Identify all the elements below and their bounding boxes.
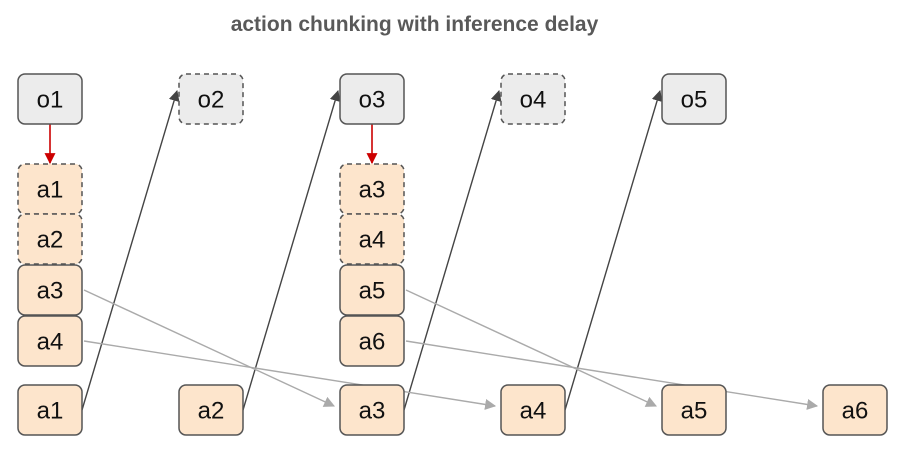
chunk1-action-a3-box xyxy=(17,264,83,316)
executed-action-a4-label: a4 xyxy=(520,398,547,425)
observation-node-o1-box xyxy=(17,73,83,125)
chunk1-action-a4: a4 xyxy=(17,315,83,367)
executed-action-a5: a5 xyxy=(661,384,727,436)
observation-node-o1-label: o1 xyxy=(37,87,64,114)
executed-action-a2-box xyxy=(178,384,244,436)
flow-arrow xyxy=(405,340,819,410)
executed-action-a5-label: a5 xyxy=(681,398,708,425)
chunk1-action-a1-label: a1 xyxy=(37,177,64,204)
observation-node-o3: o3 xyxy=(339,73,405,125)
observation-node-o4-label: o4 xyxy=(520,87,547,114)
executed-action-a2: a2 xyxy=(178,384,244,436)
chunk1-action-a3-label: a3 xyxy=(37,278,64,305)
observation-node-o5: o5 xyxy=(661,73,727,125)
observation-node-o3-label: o3 xyxy=(359,87,386,114)
observation-node-o4-box xyxy=(500,73,566,125)
chunk1-action-a4-label: a4 xyxy=(37,329,64,356)
chunk2-action-a3: a3 xyxy=(339,163,405,215)
executed-action-a6: a6 xyxy=(822,384,888,436)
executed-action-a6-box xyxy=(822,384,888,436)
observation-node-o5-box xyxy=(661,73,727,125)
executed-action-a2-label: a2 xyxy=(198,398,225,425)
observation-node-o1: o1 xyxy=(17,73,83,125)
chunk1-action-a1-box xyxy=(17,163,83,215)
flow-arrow xyxy=(83,289,335,407)
edges-layer xyxy=(44,89,819,411)
chunk1-action-a2: a2 xyxy=(17,213,83,265)
chunk1-action-a2-label: a2 xyxy=(37,227,64,254)
chunk2-action-a5: a5 xyxy=(339,264,405,316)
chunk2-action-a6-box xyxy=(339,315,405,367)
executed-action-a1-box xyxy=(17,384,83,436)
executed-action-a4: a4 xyxy=(500,384,566,436)
executed-action-a5-box xyxy=(661,384,727,436)
chunk1-action-a4-box xyxy=(17,315,83,367)
observation-node-o2-label: o2 xyxy=(198,87,225,114)
executed-action-a4-box xyxy=(500,384,566,436)
executed-action-a6-label: a6 xyxy=(842,398,869,425)
executed-action-a3-box xyxy=(339,384,405,436)
diagram-title: action chunking with inference delay xyxy=(230,13,599,36)
chunk2-action-a5-label: a5 xyxy=(359,278,386,305)
chunk2-action-a4-label: a4 xyxy=(359,227,386,254)
chunk2-action-a6: a6 xyxy=(339,315,405,367)
chunk2-action-a3-box xyxy=(339,163,405,215)
chunk1-action-a3: a3 xyxy=(17,264,83,316)
chunk2-action-a4-box xyxy=(339,213,405,265)
flow-arrow xyxy=(405,289,657,407)
observation-node-o2-box xyxy=(178,73,244,125)
flow-arrow xyxy=(83,340,497,410)
observation-arrow xyxy=(81,89,180,411)
nodes-layer: o1 o2 o3 o4 o5 a1 a2 a3 a4 a3 a4 a5 a6 a1 a2 a3 a4 a5 a6 xyxy=(17,73,888,436)
executed-action-a1-label: a1 xyxy=(37,398,64,425)
chunk2-action-a6-label: a6 xyxy=(359,329,386,356)
executed-action-a3-label: a3 xyxy=(359,398,386,425)
observation-arrow xyxy=(242,89,341,411)
chunk2-action-a4: a4 xyxy=(339,213,405,265)
observation-node-o5-label: o5 xyxy=(681,87,708,114)
chunk2-action-a3-label: a3 xyxy=(359,177,386,204)
executed-action-a3: a3 xyxy=(339,384,405,436)
observation-arrow xyxy=(403,89,502,411)
chunk1-action-a2-box xyxy=(17,213,83,265)
observation-arrow xyxy=(564,89,663,411)
chunk2-action-a5-box xyxy=(339,264,405,316)
observation-node-o3-box xyxy=(339,73,405,125)
executed-action-a1: a1 xyxy=(17,384,83,436)
observation-node-o4: o4 xyxy=(500,73,566,125)
observation-node-o2: o2 xyxy=(178,73,244,125)
chunk1-action-a1: a1 xyxy=(17,163,83,215)
